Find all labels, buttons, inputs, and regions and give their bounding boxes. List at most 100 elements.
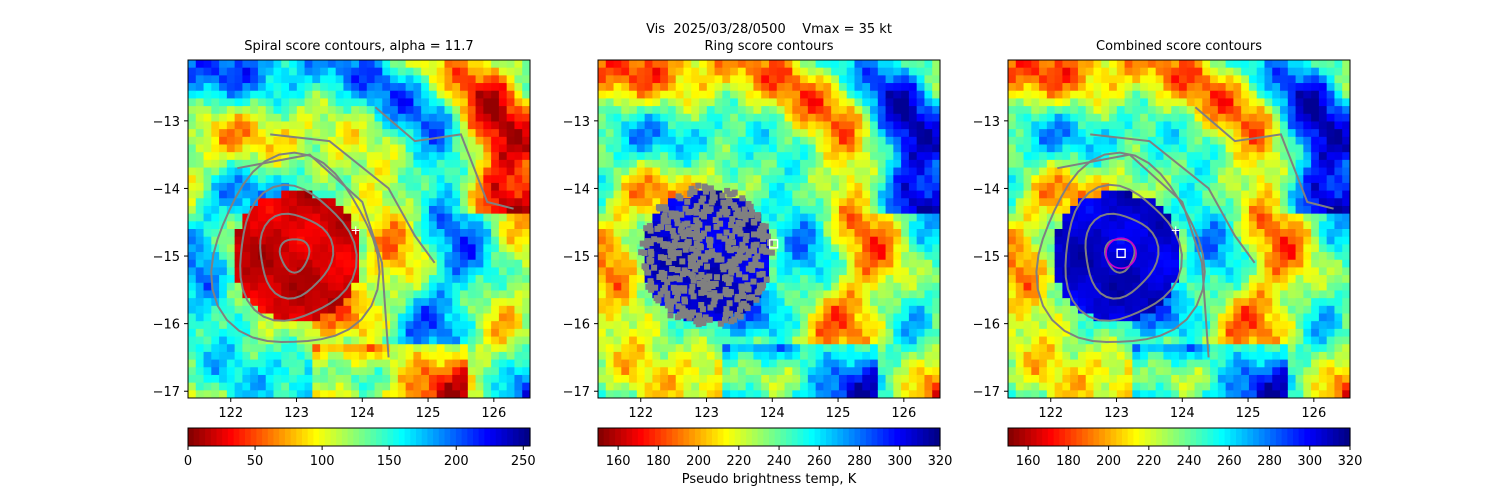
- heatmap-cell: [1039, 83, 1048, 92]
- heatmap-cell: [327, 113, 337, 123]
- heatmap-cell: [219, 121, 228, 130]
- heatmap-cell: [893, 359, 902, 368]
- heatmap-cell: [1023, 113, 1032, 123]
- heatmap-cell: [924, 344, 933, 353]
- colorbar-step: [860, 428, 867, 446]
- heatmap-cell: [745, 321, 755, 330]
- heatmap-cell: [265, 275, 275, 284]
- heatmap-cell: [304, 313, 313, 322]
- heatmap-cell: [838, 367, 848, 376]
- heatmap-cell: [296, 90, 306, 100]
- heatmap-cell: [722, 144, 731, 153]
- heatmap-cell: [397, 252, 407, 261]
- heatmap-cell: [514, 344, 523, 353]
- heatmap-cell: [823, 205, 832, 215]
- heatmap-cell: [807, 198, 817, 207]
- heatmap-cell: [629, 344, 638, 353]
- heatmap-cell: [522, 113, 530, 123]
- heatmap-cell: [1070, 98, 1079, 107]
- ring-score-cell: [706, 291, 713, 298]
- heatmap-cell: [335, 244, 345, 253]
- ring-score-cell: [730, 261, 737, 268]
- heatmap-cell: [428, 244, 438, 253]
- heatmap-cell: [885, 129, 894, 138]
- heatmap-cell: [1070, 175, 1079, 184]
- heatmap-cell: [390, 321, 399, 330]
- heatmap-cell: [667, 351, 677, 361]
- heatmap-cell: [428, 305, 438, 315]
- heatmap-cell: [250, 282, 259, 292]
- heatmap-cell: [343, 290, 352, 299]
- heatmap-cell: [675, 90, 685, 100]
- heatmap-cell: [195, 359, 205, 368]
- heatmap-cell: [428, 113, 438, 123]
- heatmap-cell: [281, 229, 290, 238]
- heatmap-cell: [706, 221, 716, 230]
- heatmap-cell: [893, 113, 902, 123]
- heatmap-cell: [1085, 67, 1095, 76]
- heatmap-cell: [312, 290, 321, 299]
- heatmap-cell: [862, 121, 871, 130]
- heatmap-cell: [226, 113, 236, 123]
- heatmap-cell: [761, 182, 770, 192]
- heatmap-cell: [273, 259, 282, 269]
- heatmap-cell: [1046, 221, 1056, 230]
- heatmap-cell: [1008, 305, 1017, 315]
- heatmap-cell: [273, 83, 282, 92]
- heatmap-cell: [807, 313, 817, 322]
- ring-score-cell: [692, 266, 699, 273]
- heatmap-cell: [359, 159, 368, 169]
- heatmap-cell: [475, 336, 484, 345]
- score-contour: [259, 212, 335, 300]
- heatmap-cell: [706, 136, 716, 146]
- heatmap-cell: [211, 67, 220, 76]
- heatmap-cell: [792, 182, 801, 192]
- heatmap-cell: [382, 175, 391, 184]
- heatmap-cell: [784, 367, 793, 376]
- heatmap-cell: [1054, 159, 1064, 169]
- heatmap-cell: [281, 113, 290, 123]
- heatmap-cell: [908, 182, 918, 192]
- heatmap-cell: [916, 275, 926, 284]
- ring-score-cell: [742, 274, 749, 281]
- heatmap-cell: [932, 98, 940, 107]
- heatmap-cell: [211, 229, 220, 238]
- heatmap-cell: [428, 344, 438, 353]
- heatmap-cell: [483, 229, 492, 238]
- heatmap-cell: [281, 213, 290, 222]
- heatmap-cell: [1077, 60, 1087, 69]
- heatmap-cell: [621, 221, 630, 230]
- heatmap-cell: [351, 313, 360, 322]
- heatmap-cell: [1023, 275, 1032, 284]
- heatmap-cell: [1023, 205, 1032, 215]
- heatmap-cell: [1054, 90, 1064, 100]
- heatmap-cell: [908, 321, 918, 330]
- heatmap-cell: [522, 67, 530, 76]
- heatmap-cell: [769, 229, 778, 238]
- heatmap-cell: [460, 282, 469, 292]
- heatmap-cell: [498, 98, 508, 107]
- heatmap-cell: [815, 359, 825, 368]
- heatmap-cell: [621, 229, 630, 238]
- heatmap-cell: [722, 90, 731, 100]
- heatmap-cell: [776, 305, 786, 315]
- colorbar-step: [381, 428, 389, 446]
- heatmap-cell: [444, 221, 453, 230]
- heatmap-cell: [667, 198, 677, 207]
- heatmap-cell: [776, 83, 786, 92]
- heatmap-cell: [203, 106, 212, 115]
- heatmap-cell: [838, 159, 848, 169]
- heatmap-cell: [800, 60, 809, 69]
- heatmap-cell: [823, 259, 832, 269]
- heatmap-cell: [644, 198, 654, 207]
- heatmap-cell: [745, 129, 755, 138]
- heatmap-cell: [289, 67, 298, 76]
- heatmap-cell: [195, 113, 205, 123]
- heatmap-cell: [893, 205, 902, 215]
- heatmap-cell: [312, 121, 321, 130]
- heatmap-cell: [1070, 367, 1079, 376]
- heatmap-cell: [862, 205, 871, 215]
- heatmap-cell: [737, 344, 747, 353]
- heatmap-cell: [296, 321, 306, 330]
- heatmap-cell: [613, 152, 622, 161]
